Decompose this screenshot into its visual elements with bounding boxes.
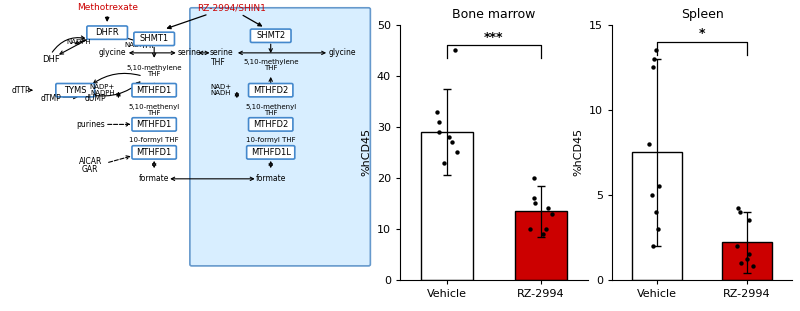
Text: DHFR: DHFR bbox=[95, 28, 119, 37]
Point bbox=[649, 209, 662, 214]
Title: Bone marrow: Bone marrow bbox=[452, 8, 536, 21]
Point bbox=[449, 48, 462, 53]
Point bbox=[651, 226, 664, 231]
Point bbox=[743, 218, 756, 223]
Point bbox=[443, 135, 456, 140]
Text: dTTP: dTTP bbox=[11, 86, 30, 95]
Text: RZ-2994/SHIN1: RZ-2994/SHIN1 bbox=[197, 3, 266, 12]
Text: AICAR: AICAR bbox=[78, 157, 102, 166]
Point bbox=[430, 109, 443, 114]
Point bbox=[646, 193, 659, 197]
Text: MTHFD1: MTHFD1 bbox=[137, 148, 172, 157]
FancyBboxPatch shape bbox=[132, 146, 176, 159]
Text: DHF: DHF bbox=[42, 55, 60, 63]
Text: serine: serine bbox=[178, 49, 202, 57]
FancyBboxPatch shape bbox=[134, 32, 174, 45]
Point bbox=[438, 160, 450, 165]
Text: MTHFD1L: MTHFD1L bbox=[250, 148, 290, 157]
Point bbox=[524, 226, 537, 231]
Text: NAD+: NAD+ bbox=[210, 84, 231, 90]
Text: MTHFD1: MTHFD1 bbox=[137, 86, 172, 95]
FancyBboxPatch shape bbox=[250, 29, 291, 43]
Point bbox=[734, 260, 747, 265]
FancyBboxPatch shape bbox=[87, 26, 127, 39]
Point bbox=[731, 244, 744, 248]
FancyBboxPatch shape bbox=[249, 83, 293, 97]
Point bbox=[741, 257, 754, 262]
Text: THF: THF bbox=[140, 41, 157, 49]
Point bbox=[648, 56, 661, 61]
Bar bbox=[515, 211, 567, 280]
Point bbox=[539, 226, 552, 231]
Y-axis label: %hCD45: %hCD45 bbox=[362, 128, 371, 176]
Text: 10-formyl THF: 10-formyl THF bbox=[130, 137, 179, 143]
Text: purines: purines bbox=[76, 120, 105, 129]
Text: *: * bbox=[698, 27, 706, 40]
Point bbox=[646, 65, 659, 70]
Text: 10-formyl THF: 10-formyl THF bbox=[246, 137, 295, 143]
Text: THF: THF bbox=[264, 65, 278, 72]
Text: dUMP: dUMP bbox=[85, 95, 106, 103]
FancyBboxPatch shape bbox=[190, 8, 370, 266]
Point bbox=[643, 142, 656, 146]
Point bbox=[527, 175, 540, 180]
Title: Spleen: Spleen bbox=[681, 8, 723, 21]
Bar bbox=[722, 243, 772, 280]
Text: MTHFD2: MTHFD2 bbox=[253, 86, 288, 95]
Bar bbox=[632, 152, 682, 280]
Text: serine: serine bbox=[210, 49, 234, 57]
Point bbox=[546, 211, 558, 216]
Text: NADPH: NADPH bbox=[90, 90, 114, 96]
Point bbox=[731, 206, 744, 211]
Text: NADP+: NADP+ bbox=[124, 42, 150, 48]
Point bbox=[542, 206, 555, 211]
Text: formate: formate bbox=[255, 174, 286, 183]
FancyBboxPatch shape bbox=[132, 83, 176, 97]
Point bbox=[528, 201, 541, 206]
FancyBboxPatch shape bbox=[246, 146, 294, 159]
Point bbox=[653, 184, 666, 189]
Text: TYMS: TYMS bbox=[64, 86, 86, 95]
Bar bbox=[421, 132, 473, 280]
Text: GAR: GAR bbox=[82, 165, 98, 174]
Text: glycine: glycine bbox=[99, 49, 126, 57]
Text: ***: *** bbox=[484, 31, 504, 44]
FancyBboxPatch shape bbox=[56, 83, 94, 97]
Point bbox=[734, 209, 746, 214]
Text: THF: THF bbox=[147, 109, 161, 116]
Point bbox=[646, 244, 659, 248]
Text: THF: THF bbox=[264, 109, 278, 116]
Text: 5,10-methenyl: 5,10-methenyl bbox=[245, 104, 296, 110]
Text: dTMP: dTMP bbox=[40, 95, 61, 103]
FancyBboxPatch shape bbox=[132, 118, 176, 131]
Text: Methotrexate: Methotrexate bbox=[77, 3, 138, 12]
Point bbox=[433, 129, 446, 134]
Text: THF: THF bbox=[147, 71, 161, 77]
Text: NADH: NADH bbox=[210, 90, 231, 96]
Text: MTHFD1: MTHFD1 bbox=[137, 120, 172, 129]
Text: SHMT2: SHMT2 bbox=[256, 31, 286, 40]
Text: SHMT1: SHMT1 bbox=[139, 35, 169, 43]
FancyBboxPatch shape bbox=[249, 118, 293, 131]
Text: NADPH: NADPH bbox=[66, 39, 91, 45]
Point bbox=[446, 140, 458, 145]
Text: formate: formate bbox=[139, 174, 170, 183]
Point bbox=[527, 196, 540, 201]
Point bbox=[433, 119, 446, 124]
Text: 5,10-methylene: 5,10-methylene bbox=[243, 59, 298, 65]
Text: NADP+: NADP+ bbox=[90, 84, 114, 90]
Text: THF: THF bbox=[210, 58, 226, 67]
Point bbox=[537, 231, 550, 236]
Point bbox=[650, 48, 662, 53]
Text: 5,10-methylene: 5,10-methylene bbox=[126, 65, 182, 71]
Point bbox=[746, 264, 759, 269]
Point bbox=[742, 252, 755, 257]
Point bbox=[450, 150, 463, 155]
Text: 5,10-methenyl: 5,10-methenyl bbox=[129, 104, 180, 110]
Y-axis label: %hCD45: %hCD45 bbox=[574, 128, 583, 176]
Text: glycine: glycine bbox=[329, 49, 356, 57]
Text: MTHFD2: MTHFD2 bbox=[253, 120, 288, 129]
